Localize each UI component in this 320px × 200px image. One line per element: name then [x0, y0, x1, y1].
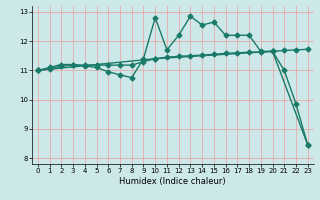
- X-axis label: Humidex (Indice chaleur): Humidex (Indice chaleur): [119, 177, 226, 186]
